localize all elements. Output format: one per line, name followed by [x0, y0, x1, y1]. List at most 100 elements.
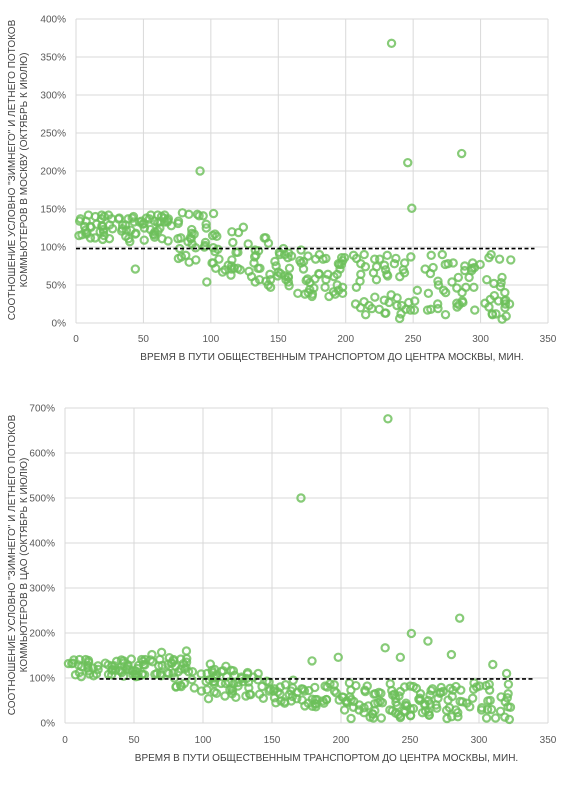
data-point — [187, 667, 198, 677]
data-point — [332, 269, 342, 280]
data-point — [324, 291, 334, 302]
data-point — [156, 647, 167, 658]
data-point — [411, 683, 422, 694]
data-point — [423, 288, 434, 299]
data-point — [360, 685, 370, 695]
data-point — [273, 271, 283, 281]
data-point — [243, 239, 253, 249]
data-point — [485, 695, 495, 706]
data-point — [202, 685, 212, 695]
data-point — [184, 209, 194, 220]
data-point — [500, 712, 510, 722]
data-point — [441, 705, 452, 716]
data-point — [80, 654, 91, 665]
data-point — [348, 250, 359, 261]
x-tick-label: 0 — [73, 334, 79, 345]
data-point — [204, 675, 215, 685]
data-point — [263, 238, 274, 248]
y-tick-label: 400% — [40, 15, 66, 26]
x-tick-label: 200 — [333, 735, 350, 746]
data-point — [438, 285, 449, 296]
data-point — [137, 669, 147, 680]
data-point — [385, 705, 395, 715]
data-point — [271, 698, 281, 708]
data-point — [401, 698, 411, 708]
data-point — [139, 223, 150, 233]
data-point — [307, 656, 317, 666]
data-point — [392, 293, 402, 303]
data-point — [75, 214, 86, 224]
data-point — [227, 227, 237, 237]
data-point — [296, 493, 306, 503]
data-point — [152, 668, 162, 679]
data-point — [433, 280, 444, 290]
data-point — [298, 264, 309, 274]
data-point — [312, 694, 322, 705]
data-point — [389, 259, 400, 269]
data-point — [296, 245, 306, 255]
data-point — [369, 698, 380, 709]
data-point — [462, 698, 472, 708]
data-point — [415, 693, 425, 703]
data-point — [423, 636, 433, 646]
data-point — [470, 305, 480, 315]
data-point — [187, 224, 197, 235]
data-point — [351, 282, 362, 292]
data-point — [435, 687, 446, 698]
x-tick-label: 50 — [128, 735, 140, 746]
data-point — [383, 414, 393, 424]
data-point — [232, 263, 243, 273]
data-point — [454, 613, 465, 623]
x-tick-label: 300 — [471, 735, 488, 746]
data-point — [293, 288, 303, 299]
data-point — [270, 256, 280, 267]
data-point — [253, 668, 263, 679]
x-tick-label: 150 — [270, 334, 287, 345]
data-point — [448, 685, 458, 695]
data-point — [214, 254, 224, 264]
data-point — [339, 705, 350, 715]
data-point — [374, 254, 385, 264]
data-point — [310, 682, 320, 693]
data-point — [169, 673, 180, 683]
data-point — [127, 213, 137, 223]
data-point — [246, 271, 257, 282]
data-point — [298, 684, 308, 694]
data-point — [486, 704, 497, 715]
y-tick-label: 400% — [29, 539, 55, 550]
data-point — [356, 259, 366, 269]
data-point — [104, 220, 115, 230]
data-point — [389, 689, 400, 699]
data-point — [173, 216, 184, 226]
y-tick-label: 0% — [52, 319, 67, 330]
data-point — [424, 710, 434, 720]
data-point — [394, 691, 404, 701]
data-point — [406, 628, 417, 639]
data-point — [224, 677, 234, 687]
data-point — [350, 299, 361, 309]
data-point — [131, 228, 141, 239]
data-point — [147, 649, 157, 660]
data-point — [288, 675, 298, 685]
data-point — [63, 658, 74, 669]
data-point — [412, 285, 423, 296]
data-point — [93, 664, 103, 675]
data-point — [399, 682, 410, 692]
x-tick-label: 0 — [62, 735, 68, 746]
data-point — [223, 260, 233, 270]
data-point — [432, 299, 443, 309]
y-tick-label: 200% — [29, 629, 55, 640]
data-point — [273, 267, 283, 277]
data-point — [379, 260, 390, 270]
data-point — [280, 680, 291, 690]
data-point — [506, 255, 516, 265]
data-point — [428, 262, 438, 273]
data-point — [155, 669, 166, 679]
data-point — [226, 270, 236, 280]
data-point — [360, 309, 371, 320]
data-point — [211, 688, 222, 699]
data-point — [500, 697, 510, 707]
x-tick-label: 350 — [540, 334, 557, 345]
data-point — [443, 695, 453, 705]
data-point — [380, 643, 390, 653]
